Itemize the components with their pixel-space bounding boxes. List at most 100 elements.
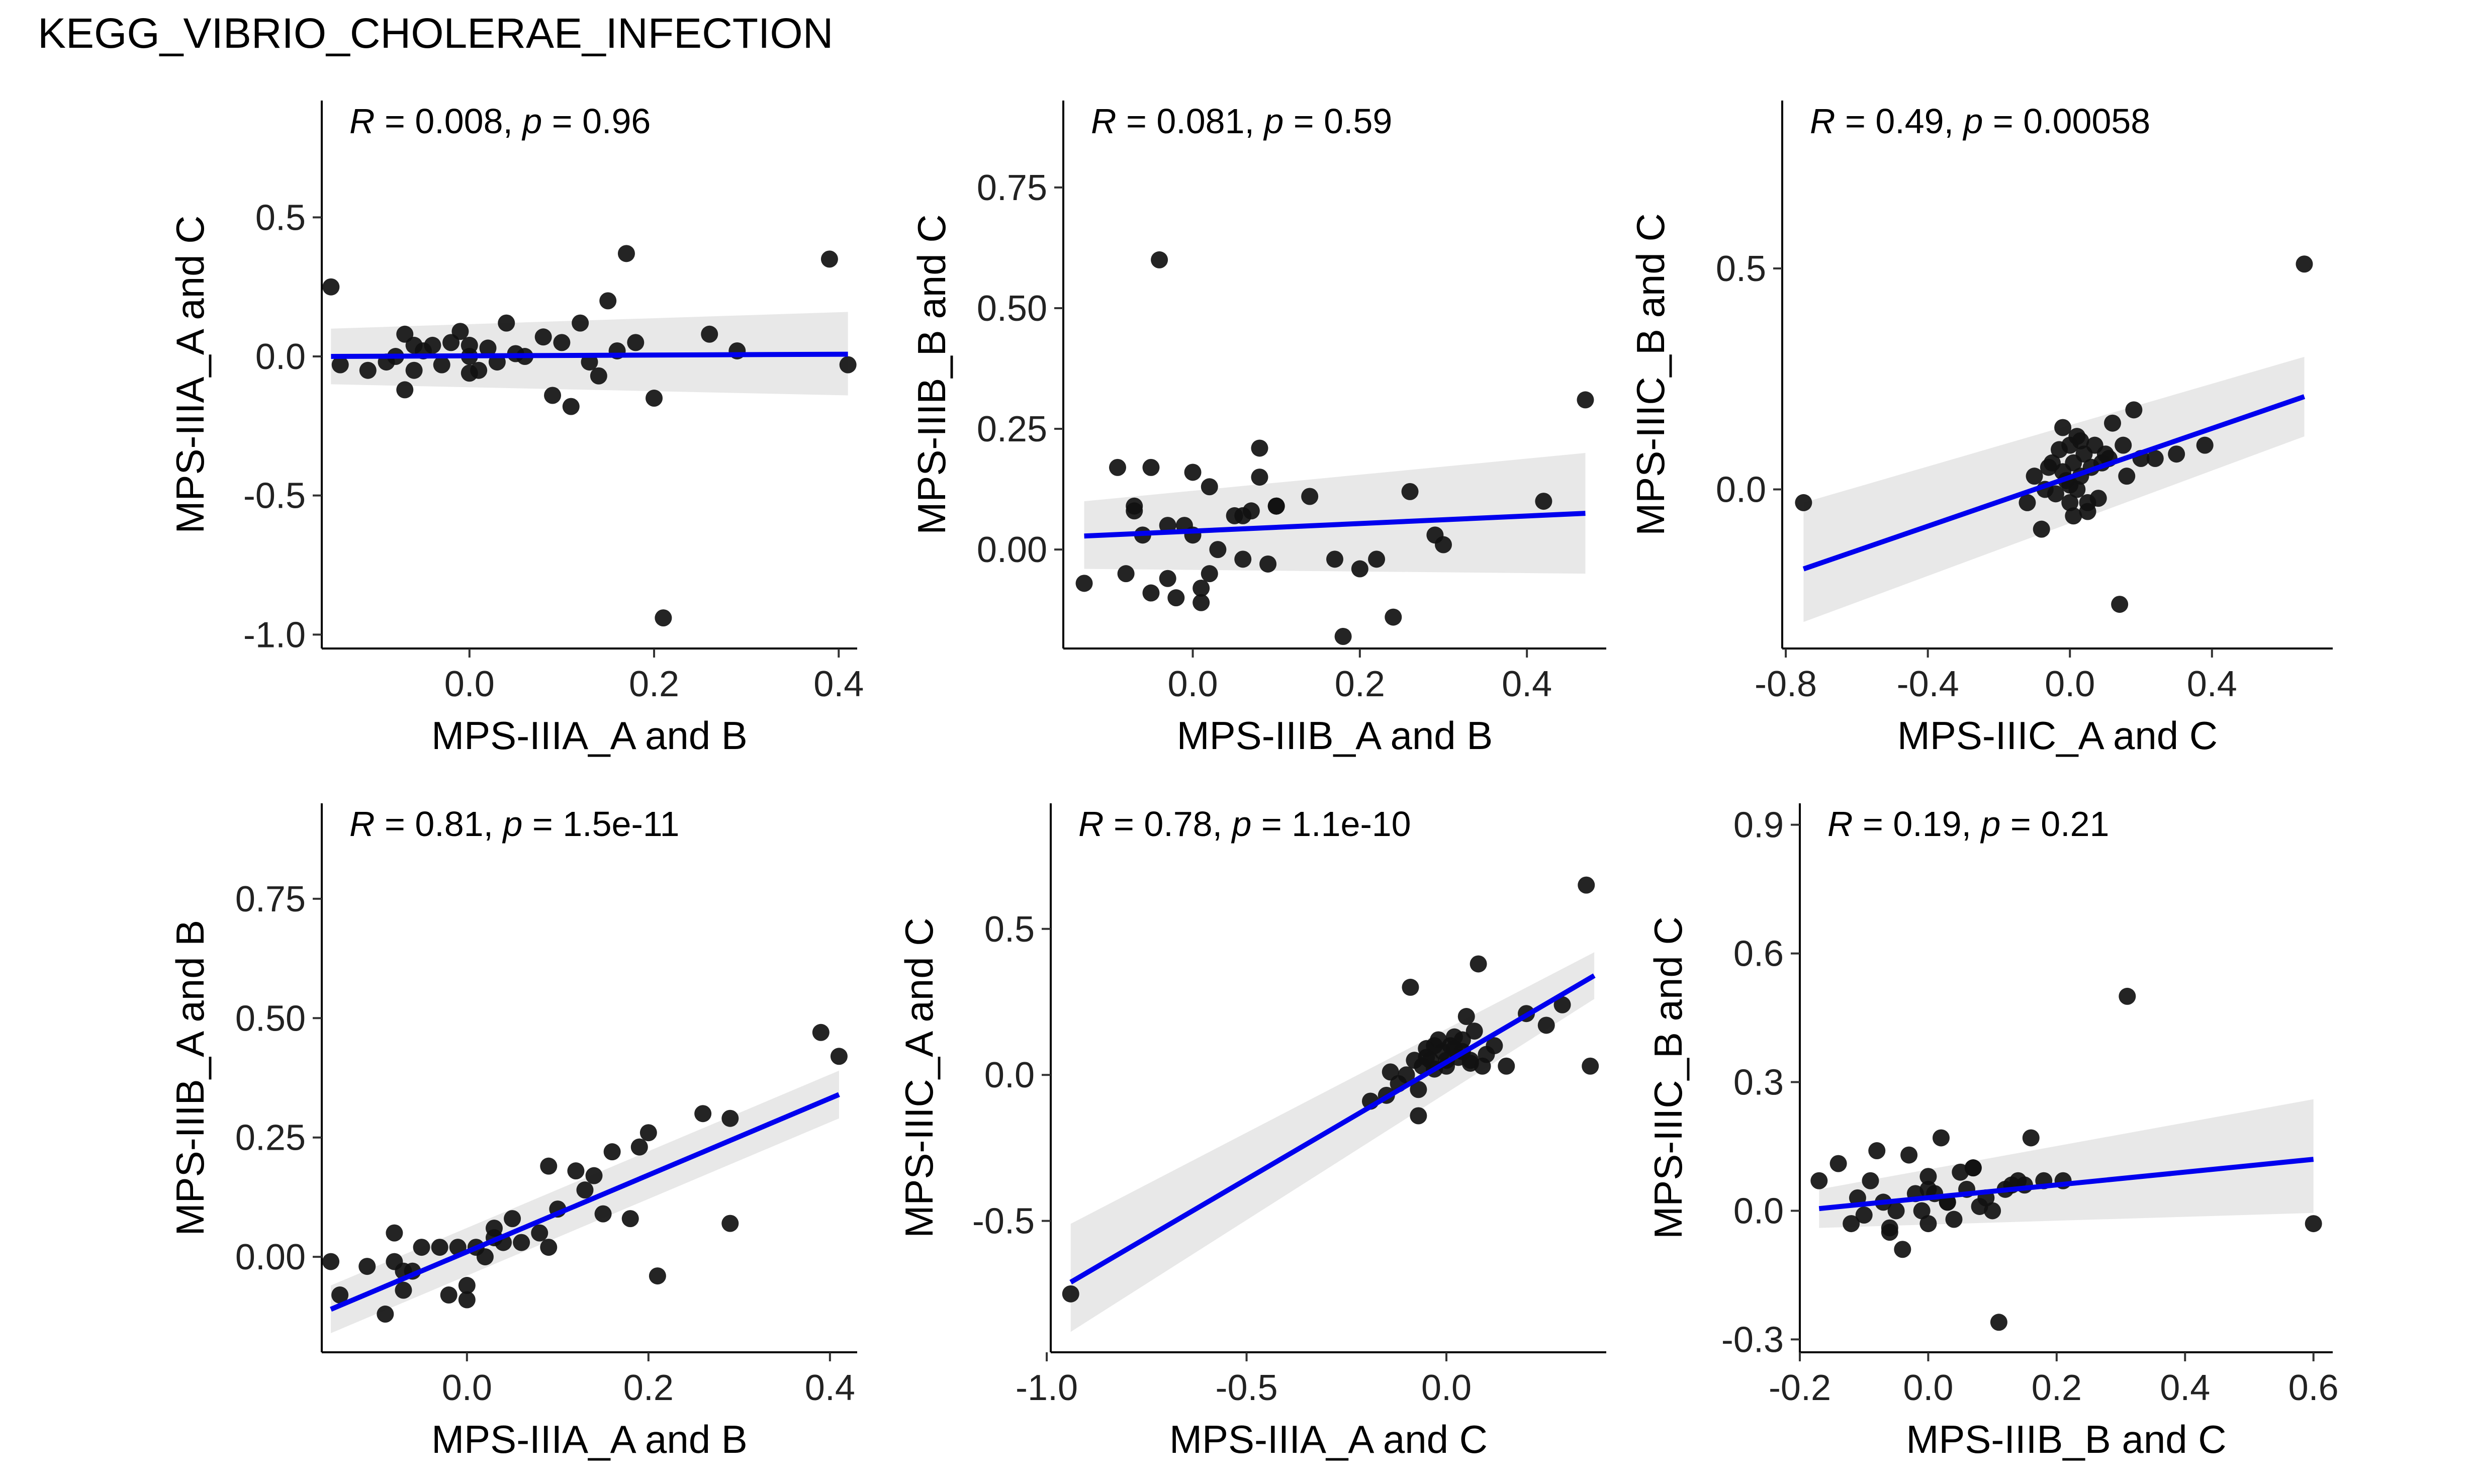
x-tick-label: 0.4 bbox=[805, 1368, 855, 1408]
data-point bbox=[476, 1248, 494, 1266]
data-point bbox=[1461, 1052, 1479, 1069]
data-point bbox=[1151, 251, 1168, 268]
data-point bbox=[2111, 596, 2129, 613]
y-tick-label: 0.25 bbox=[235, 1118, 306, 1158]
x-tick-label: 0.4 bbox=[2160, 1368, 2210, 1408]
y-axis-title: MPS-IIIC_A and C bbox=[897, 917, 941, 1238]
x-axis-title: MPS-IIIA_A and B bbox=[431, 1417, 748, 1461]
data-point bbox=[646, 390, 663, 407]
data-point bbox=[396, 381, 414, 399]
scatter-panel-4: 0.0 0.2 0.4 0.75 0.50 0.25 0.00 MPS-IIIA_A and … bbox=[168, 803, 857, 1461]
data-point bbox=[2305, 1215, 2322, 1233]
data-point bbox=[358, 1258, 376, 1275]
y-tick-label: 0.00 bbox=[977, 530, 1047, 570]
data-point bbox=[1201, 478, 1218, 496]
data-point bbox=[1881, 1219, 1898, 1237]
data-point bbox=[531, 1224, 548, 1242]
data-point bbox=[1251, 439, 1268, 457]
data-point bbox=[1894, 1241, 1911, 1258]
x-tick-label: -0.8 bbox=[1755, 664, 1817, 704]
x-axis-title: MPS-IIIC_A and C bbox=[1897, 713, 2218, 758]
data-point bbox=[1578, 876, 1595, 894]
correlation-annotation: R = 0.78, p = 1.1e-10 bbox=[1078, 804, 1411, 844]
data-point bbox=[1868, 1142, 1886, 1160]
x-tick-label: 0.2 bbox=[1335, 664, 1385, 704]
data-point bbox=[1932, 1129, 1950, 1147]
data-point bbox=[322, 1253, 340, 1270]
data-point bbox=[617, 245, 635, 262]
y-tick-label: 0.75 bbox=[977, 168, 1047, 208]
y-tick-label: -0.5 bbox=[243, 476, 306, 516]
data-point bbox=[431, 1239, 448, 1256]
data-point bbox=[1829, 1155, 1847, 1172]
data-point bbox=[655, 609, 672, 627]
x-tick-label: 0.6 bbox=[2288, 1368, 2339, 1408]
confidence-band bbox=[1070, 952, 1595, 1332]
data-point bbox=[2079, 494, 2096, 511]
data-point bbox=[694, 1105, 712, 1123]
x-tick-label: -1.0 bbox=[1016, 1368, 1078, 1408]
y-tick-label: 0.75 bbox=[235, 879, 306, 919]
data-point bbox=[630, 1138, 648, 1156]
data-point bbox=[830, 1048, 848, 1065]
data-point bbox=[322, 278, 340, 296]
confidence-band bbox=[1084, 453, 1586, 574]
data-point bbox=[627, 334, 645, 351]
data-point bbox=[1109, 458, 1126, 476]
data-point bbox=[599, 292, 617, 310]
data-point bbox=[1402, 978, 1419, 996]
y-tick-label: -0.3 bbox=[1721, 1320, 1784, 1360]
data-point bbox=[395, 1281, 412, 1299]
figure-title: KEGG_VIBRIO_CHOLERAE_INFECTION bbox=[38, 10, 834, 57]
data-point bbox=[1184, 463, 1202, 481]
scatter-panel-2: 0.0 0.2 0.4 0.75 0.50 0.25 0.00 MPS-IIIB_A and … bbox=[909, 101, 1606, 758]
data-point bbox=[812, 1024, 830, 1041]
x-tick-label: 0.2 bbox=[623, 1368, 674, 1408]
data-point bbox=[1919, 1180, 1937, 1198]
data-point bbox=[567, 1162, 585, 1180]
y-tick-label: 0.5 bbox=[255, 198, 306, 238]
data-point bbox=[424, 336, 441, 354]
data-point bbox=[839, 356, 857, 374]
data-point bbox=[433, 356, 450, 374]
data-point bbox=[461, 336, 478, 354]
y-tick-label: 0.0 bbox=[984, 1055, 1035, 1095]
data-point bbox=[2146, 450, 2164, 468]
data-point bbox=[649, 1267, 666, 1285]
data-point bbox=[1435, 536, 1452, 553]
x-tick-label: -0.5 bbox=[1215, 1368, 1277, 1408]
data-point bbox=[544, 387, 562, 404]
y-tick-label: 0.25 bbox=[977, 409, 1047, 449]
data-point bbox=[2054, 419, 2072, 436]
x-tick-label: 0.4 bbox=[1502, 664, 1552, 704]
x-tick-label: 0.0 bbox=[1903, 1368, 1953, 1408]
data-point bbox=[820, 250, 838, 268]
x-axis-title: MPS-IIIA_A and C bbox=[1169, 1417, 1488, 1461]
regression-line bbox=[1802, 394, 2306, 572]
data-point bbox=[1062, 1285, 1079, 1303]
y-axis-title: MPS-IIIC_B and C bbox=[1628, 213, 1673, 536]
data-point bbox=[2115, 436, 2132, 454]
data-point bbox=[1234, 550, 1252, 568]
y-tick-label: 0.0 bbox=[1733, 1191, 1784, 1231]
data-point bbox=[377, 1306, 394, 1323]
data-point bbox=[603, 1143, 621, 1161]
data-point bbox=[572, 314, 589, 332]
data-point bbox=[534, 328, 552, 346]
data-point bbox=[451, 323, 469, 340]
data-point bbox=[386, 1253, 403, 1270]
data-point bbox=[1486, 1037, 1503, 1055]
data-point bbox=[458, 1291, 476, 1309]
correlation-annotation: R = 0.081, p = 0.59 bbox=[1091, 102, 1392, 141]
data-point bbox=[1457, 1008, 1475, 1026]
x-tick-label: 0.4 bbox=[813, 664, 864, 704]
y-tick-label: -1.0 bbox=[243, 615, 306, 655]
data-point bbox=[1843, 1215, 1860, 1233]
y-axis-title: MPS-IIIC_B and C bbox=[1646, 916, 1690, 1239]
regression-line bbox=[1818, 1157, 2314, 1212]
data-point bbox=[1862, 1172, 1879, 1189]
data-point bbox=[2072, 432, 2089, 449]
data-point bbox=[1900, 1146, 1918, 1164]
scatter-panel-1: 0.0 0.2 0.4 0.5 0.0 -0.5 -1.0 MPS-IIIA_A and B M… bbox=[168, 101, 864, 758]
x-tick-label: 0.4 bbox=[2187, 664, 2237, 704]
